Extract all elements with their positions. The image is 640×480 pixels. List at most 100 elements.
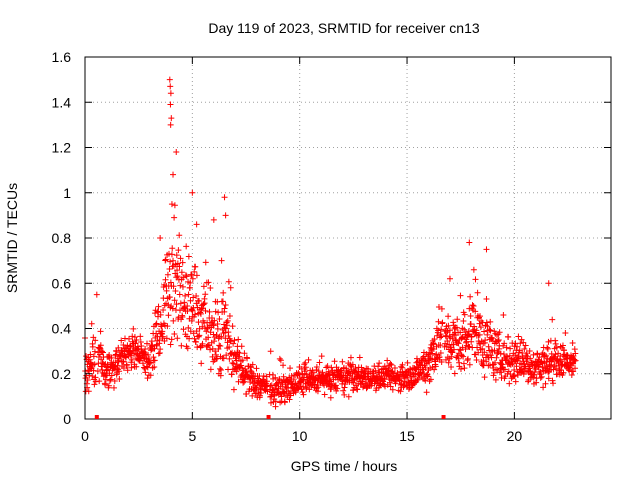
data-point	[467, 313, 474, 320]
grid-lines	[85, 57, 611, 419]
data-point	[216, 365, 223, 372]
data-point	[354, 386, 361, 393]
data-point	[324, 363, 331, 370]
data-point	[97, 328, 104, 335]
data-point	[424, 373, 431, 380]
data-point	[177, 307, 184, 314]
data-point	[530, 351, 537, 358]
data-point	[182, 292, 189, 299]
data-point	[93, 291, 100, 298]
data-point	[229, 323, 236, 330]
data-point	[467, 321, 474, 328]
data-point	[243, 390, 250, 397]
data-point	[328, 364, 335, 371]
data-point	[126, 343, 133, 350]
data-point	[120, 358, 127, 365]
data-point	[180, 326, 187, 333]
data-point	[327, 394, 334, 401]
data-point	[519, 355, 526, 362]
data-point	[345, 393, 352, 400]
data-point	[286, 396, 293, 403]
data-point	[148, 338, 155, 345]
data-point	[108, 372, 115, 379]
data-point	[256, 392, 263, 399]
data-point	[476, 331, 483, 338]
data-point	[559, 342, 566, 349]
data-point	[511, 366, 518, 373]
data-point	[263, 383, 270, 390]
data-point	[142, 369, 149, 376]
data-point	[437, 342, 444, 349]
data-point	[96, 378, 103, 385]
data-point	[538, 358, 545, 365]
data-point	[422, 377, 429, 384]
data-point	[157, 235, 164, 241]
data-point	[167, 121, 174, 128]
y-tick-label: 1	[63, 185, 71, 201]
x-tick-label: 10	[292, 428, 308, 444]
data-point	[167, 90, 174, 97]
data-point	[512, 378, 519, 385]
y-tick-label: 0.4	[52, 321, 72, 337]
data-point	[468, 333, 475, 340]
data-point	[372, 367, 379, 374]
data-point	[185, 291, 192, 298]
data-point	[211, 338, 218, 345]
data-point	[492, 376, 499, 383]
data-point	[173, 274, 180, 281]
data-point	[147, 359, 154, 366]
data-point	[189, 307, 196, 314]
data-point	[287, 365, 294, 372]
data-point	[202, 307, 209, 314]
data-point	[170, 171, 177, 178]
data-point	[111, 377, 118, 384]
data-point	[549, 377, 556, 384]
data-point	[570, 368, 577, 375]
data-point	[178, 269, 185, 276]
data-point	[238, 343, 245, 350]
data-point	[173, 149, 180, 156]
data-point	[409, 369, 416, 376]
y-tick-label: 0.8	[52, 230, 72, 246]
data-point	[187, 297, 194, 304]
data-point	[154, 333, 161, 340]
gap-marker	[266, 415, 271, 419]
data-point	[397, 388, 404, 395]
data-point	[233, 352, 240, 359]
data-point	[340, 387, 347, 394]
data-point	[183, 243, 190, 250]
y-tick-label: 1.6	[52, 49, 72, 65]
data-point	[190, 294, 197, 301]
data-point	[442, 332, 449, 339]
y-tick-label: 0.6	[52, 275, 72, 291]
data-point	[387, 360, 394, 367]
data-point	[110, 384, 117, 391]
data-point	[514, 371, 521, 378]
data-point	[112, 359, 119, 366]
data-point	[144, 375, 151, 382]
data-point	[91, 361, 98, 368]
data-point	[423, 389, 430, 396]
data-point	[207, 366, 214, 373]
data-point	[365, 365, 372, 372]
data-point	[137, 339, 144, 346]
data-point	[549, 316, 556, 323]
data-point	[527, 368, 534, 375]
data-point	[162, 256, 169, 263]
data-point	[467, 293, 474, 300]
data-point	[230, 386, 237, 393]
data-point	[493, 331, 500, 338]
data-point	[495, 338, 502, 345]
data-point	[302, 364, 309, 371]
data-point	[381, 376, 388, 383]
data-point	[325, 368, 332, 375]
data-point	[164, 323, 171, 330]
data-point	[205, 279, 212, 286]
data-point	[490, 369, 497, 376]
data-point	[210, 216, 217, 223]
data-point	[170, 283, 177, 290]
data-point	[188, 272, 195, 279]
data-point	[359, 378, 366, 385]
data-point	[157, 311, 164, 318]
data-point	[152, 321, 159, 328]
